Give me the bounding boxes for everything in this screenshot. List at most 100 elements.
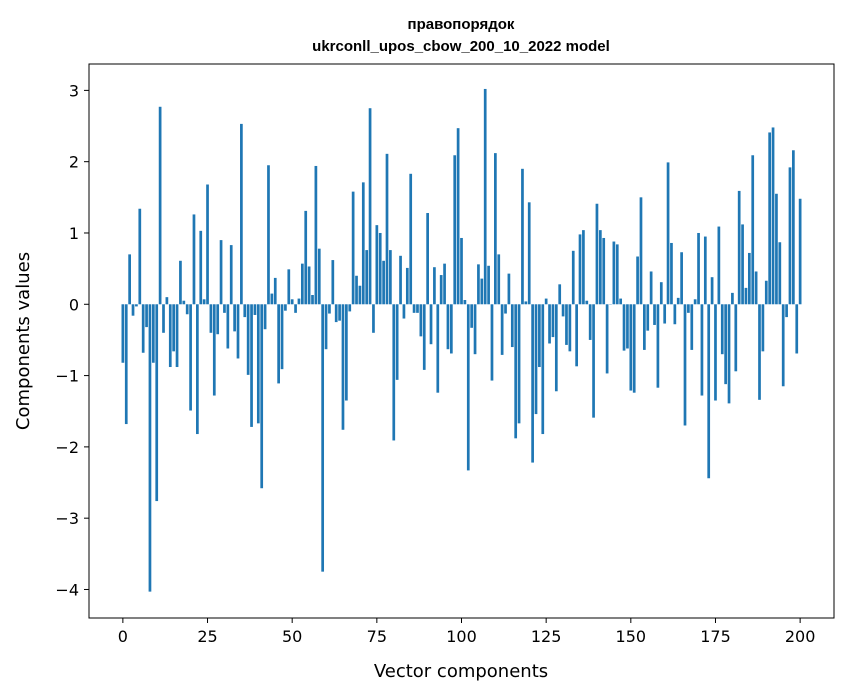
- bar-190: [764, 280, 768, 305]
- bar-46: [277, 304, 280, 384]
- bar-156: [649, 271, 653, 305]
- bar-58: [317, 248, 321, 305]
- bar-191: [768, 132, 772, 305]
- bar-54: [304, 210, 308, 305]
- bar-155: [646, 304, 650, 331]
- x-tick-label: 75: [367, 627, 387, 646]
- bar-41: [260, 304, 264, 489]
- bar-66: [345, 304, 348, 401]
- bar-197: [788, 167, 792, 305]
- bar-127: [551, 304, 555, 338]
- x-axis-label: Vector components: [374, 661, 548, 682]
- bar-6: [141, 304, 145, 353]
- bar-101: [463, 300, 467, 305]
- bar-111: [497, 254, 501, 305]
- bar-92: [433, 267, 436, 305]
- bar-94: [439, 275, 443, 305]
- bar-160: [663, 304, 667, 324]
- bar-177: [720, 304, 724, 355]
- bar-180: [731, 292, 734, 305]
- bar-115: [510, 304, 514, 348]
- bar-184: [744, 287, 748, 305]
- bar-166: [683, 304, 687, 426]
- x-tick-label: 150: [616, 627, 647, 646]
- bar-189: [761, 304, 765, 352]
- bar-141: [598, 230, 602, 305]
- bar-93: [436, 304, 440, 393]
- bar-171: [700, 304, 704, 396]
- bar-107: [483, 88, 487, 305]
- bar-51: [294, 304, 297, 313]
- bar-60: [324, 304, 328, 350]
- x-tick-label: 175: [700, 627, 731, 646]
- bar-81: [395, 304, 399, 380]
- bar-9: [151, 304, 155, 363]
- bar-67: [348, 304, 352, 312]
- bar-62: [331, 260, 335, 305]
- bar-174: [710, 277, 714, 305]
- bar-131: [565, 304, 568, 345]
- bar-25: [206, 184, 209, 305]
- bar-104: [473, 304, 477, 355]
- bar-16: [175, 304, 179, 368]
- bar-187: [754, 271, 758, 305]
- bar-129: [558, 284, 562, 305]
- bar-199: [795, 304, 799, 354]
- bar-158: [656, 304, 660, 388]
- bar-26: [209, 304, 213, 333]
- bar-139: [592, 304, 595, 418]
- bar-37: [246, 304, 250, 375]
- y-tick-label: −4: [55, 580, 79, 599]
- bar-194: [778, 242, 782, 305]
- bar-43: [267, 165, 270, 305]
- y-tick-label: 2: [69, 153, 79, 172]
- bar-130: [561, 304, 565, 317]
- bar-173: [707, 304, 711, 479]
- bar-55: [307, 266, 311, 305]
- bar-40: [256, 304, 260, 424]
- y-tick-label: −3: [55, 509, 79, 528]
- bar-86: [412, 304, 416, 313]
- bar-59: [321, 304, 325, 572]
- bar-119: [524, 301, 528, 305]
- bar-80: [392, 304, 396, 441]
- bar-125: [544, 298, 548, 305]
- bar-140: [595, 203, 599, 305]
- bar-50: [290, 299, 294, 305]
- bar-18: [182, 300, 186, 305]
- bar-75: [375, 225, 379, 305]
- bar-97: [449, 304, 453, 354]
- bar-3: [131, 304, 135, 316]
- bar-179: [727, 304, 731, 404]
- bar-175: [714, 304, 717, 401]
- bar-11: [158, 106, 162, 305]
- bar-136: [582, 230, 585, 305]
- bar-183: [741, 224, 744, 305]
- bar-135: [578, 234, 582, 305]
- bar-39: [253, 304, 257, 315]
- bar-23: [199, 230, 203, 305]
- bar-146: [615, 244, 619, 305]
- bar-44: [270, 293, 274, 305]
- bar-57: [314, 165, 318, 305]
- bar-77: [382, 260, 385, 305]
- bar-14: [168, 304, 172, 368]
- bar-89: [422, 304, 426, 370]
- bar-70: [358, 285, 362, 305]
- bar-21: [192, 214, 196, 305]
- bar-36: [243, 304, 247, 318]
- bar-84: [405, 267, 409, 305]
- bar-27: [212, 304, 216, 396]
- x-tick-label: 0: [118, 627, 128, 646]
- x-axis-ticks: 0 25 50 75 100 125 150 175 200: [118, 618, 815, 646]
- bar-65: [341, 304, 345, 430]
- bar-149: [626, 304, 629, 349]
- bar-71: [361, 182, 365, 305]
- bar-186: [751, 155, 755, 305]
- bar-126: [548, 304, 551, 344]
- x-tick-label: 50: [282, 627, 302, 646]
- bar-185: [747, 252, 751, 305]
- bar-168: [690, 304, 694, 350]
- bar-19: [185, 304, 189, 315]
